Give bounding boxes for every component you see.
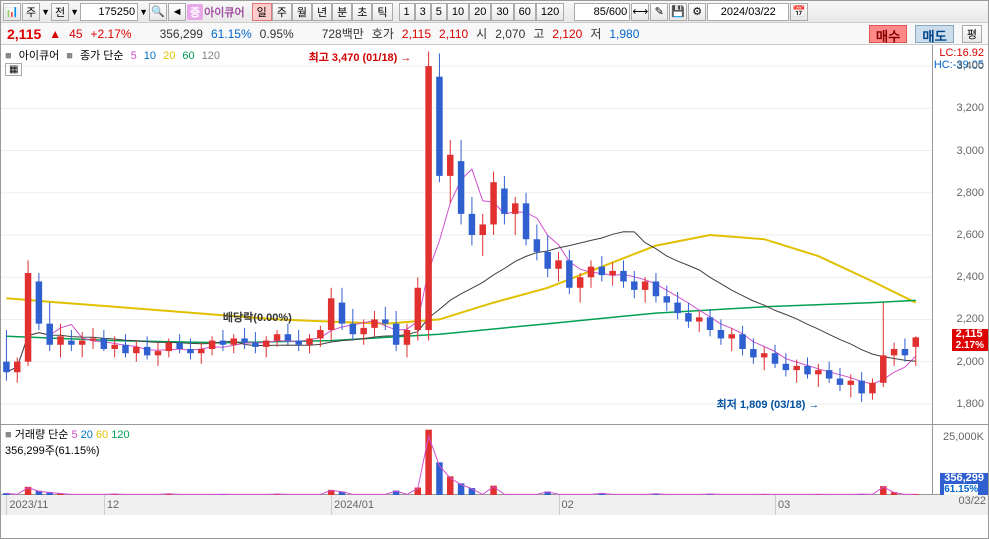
price-change: 45 xyxy=(69,27,82,41)
gear-icon[interactable]: ⚙ xyxy=(688,3,706,21)
current-date-tick: 03/22 xyxy=(958,495,986,507)
high-price: 2,120 xyxy=(552,27,582,41)
eq-button[interactable]: 평 xyxy=(962,25,982,43)
volume-legend: ■ 거래량 단순 5 20 60 120 356,299주(61.15%) xyxy=(5,426,130,458)
amount: 728백만 xyxy=(322,25,364,42)
range-btn-120[interactable]: 120 xyxy=(536,3,564,21)
range-btn-10[interactable]: 10 xyxy=(447,3,469,21)
buy-button[interactable]: 매수 xyxy=(869,25,908,43)
period-btn-년[interactable]: 년 xyxy=(312,3,332,21)
period-btn-주[interactable]: 주 xyxy=(272,3,292,21)
sell-button[interactable]: 매도 xyxy=(915,25,954,43)
period-btn-분[interactable]: 분 xyxy=(332,3,352,21)
annot-high: 최고 3,470 (01/18) → xyxy=(309,49,412,65)
bid-price: 2,115 xyxy=(402,27,431,41)
tool-icon[interactable]: ✎ xyxy=(650,3,668,21)
annot-low: 최저 1,809 (03/18) → xyxy=(717,396,820,412)
low-label: 저 xyxy=(590,25,601,42)
volume-y-axis: 25,000K356,29961.15% xyxy=(932,425,988,494)
dd-week[interactable]: 주 xyxy=(22,3,40,21)
period-btn-일[interactable]: 일 xyxy=(252,3,272,21)
current-price: 2,115 xyxy=(7,26,41,42)
volume: 356,299 xyxy=(160,27,203,41)
chart-icon[interactable]: 📊 xyxy=(3,3,21,21)
low-price: 1,980 xyxy=(609,27,639,41)
nav-position[interactable] xyxy=(574,3,630,21)
range-btn-20[interactable]: 20 xyxy=(469,3,491,21)
period-btn-틱[interactable]: 틱 xyxy=(372,3,392,21)
stock-code-input[interactable] xyxy=(80,3,138,21)
price-y-axis: LC:16.92 HC:-39.05 1,8002,0002,2002,4002… xyxy=(932,45,988,424)
open-price: 2,070 xyxy=(495,27,525,41)
nav-icon[interactable]: ⟷ xyxy=(631,3,649,21)
range-btn-3[interactable]: 3 xyxy=(415,3,431,21)
save-icon[interactable]: 💾 xyxy=(669,3,687,21)
dd-prev[interactable]: 전 xyxy=(51,3,69,21)
ratio: 0.95% xyxy=(260,27,294,41)
volume-chart[interactable]: ■ 거래량 단순 5 20 60 120 356,299주(61.15%) 25… xyxy=(1,425,988,495)
volume-pct: 61.15% xyxy=(211,27,252,41)
calendar-icon[interactable]: 📅 xyxy=(790,3,808,21)
search-icon[interactable]: 🔍 xyxy=(149,3,167,21)
price-legend: ■ 아이큐어 ■ 종가 단순 5 10 20 60 120 ▦ xyxy=(5,47,228,75)
high-label: 고 xyxy=(533,25,544,42)
arrow-icon: ▲ xyxy=(49,27,61,41)
date-input[interactable] xyxy=(707,3,789,21)
range-btn-1[interactable]: 1 xyxy=(399,3,415,21)
sound-icon[interactable]: ◄ xyxy=(168,3,186,21)
period-btn-월[interactable]: 월 xyxy=(292,3,312,21)
ask-price: 2,110 xyxy=(439,27,468,41)
info-row: 2,115 ▲ 45 +2.17% 356,299 61.15% 0.95% 7… xyxy=(1,23,988,45)
lc-label: LC:16.92 xyxy=(939,47,984,59)
price-chart[interactable]: ■ 아이큐어 ■ 종가 단순 5 10 20 60 120 ▦ 최고 3,470… xyxy=(1,45,988,425)
date-axis: 2023/11122024/010203 03/22 xyxy=(1,495,988,515)
price-pct: +2.17% xyxy=(91,27,132,41)
range-btn-60[interactable]: 60 xyxy=(514,3,536,21)
toolbar-main: 📊 주 ▼ 전 ▼ ▼ 🔍 ◄ 증 아이큐어 일주월년분초틱 135102030… xyxy=(1,1,988,23)
stock-name: 아이큐어 xyxy=(204,4,244,20)
annot-dividend: 배당락(0.00%) xyxy=(223,309,292,325)
period-btn-초[interactable]: 초 xyxy=(352,3,372,21)
hoga-label: 호가 xyxy=(372,25,394,42)
range-btn-5[interactable]: 5 xyxy=(431,3,447,21)
range-btn-30[interactable]: 30 xyxy=(491,3,513,21)
stock-badge: 증 xyxy=(187,4,203,20)
open-label: 시 xyxy=(476,25,487,42)
